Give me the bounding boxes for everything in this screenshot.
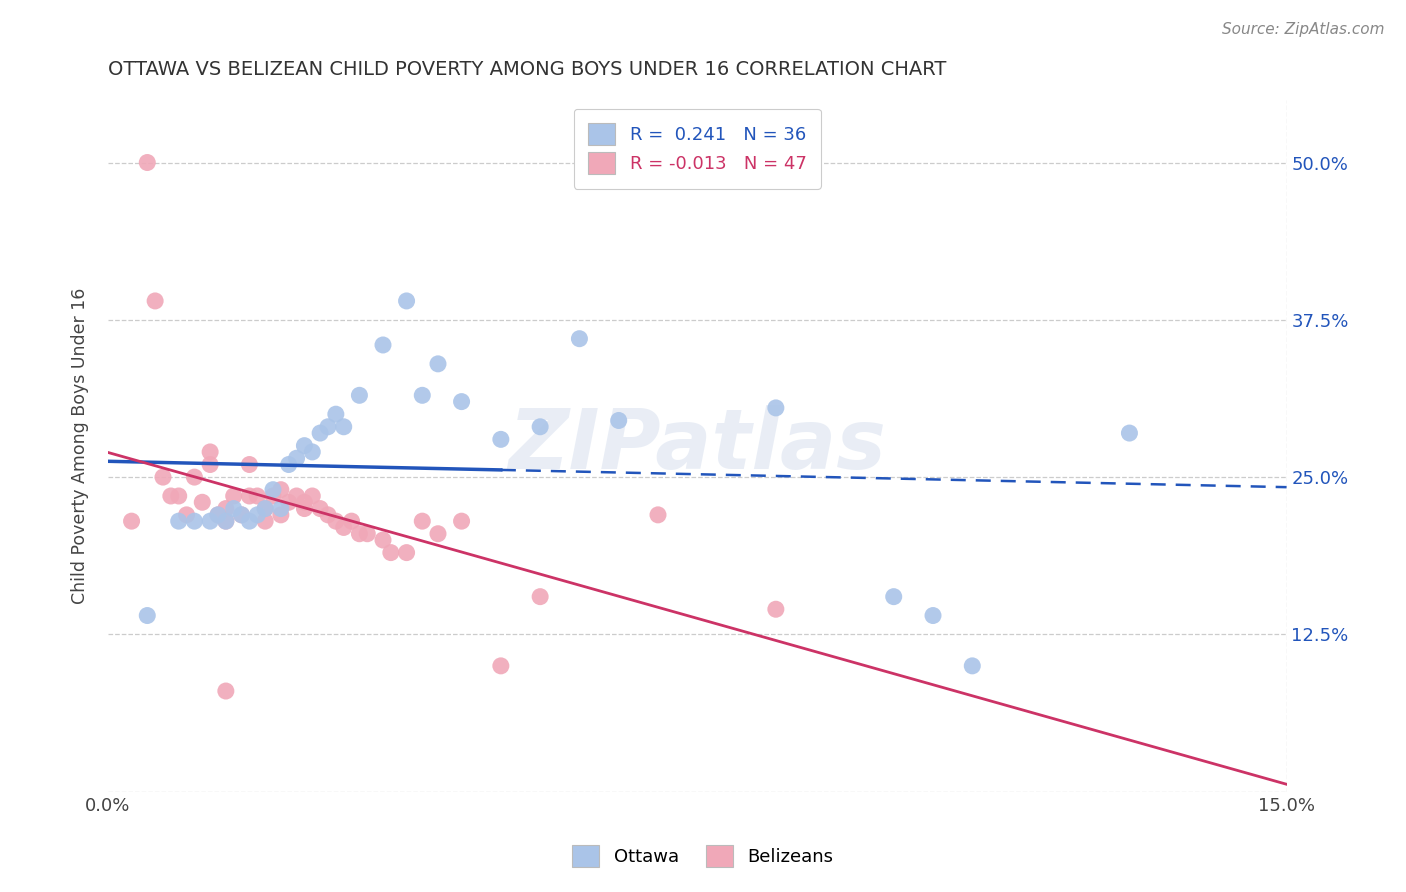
- Point: [325, 514, 347, 528]
- Point: [294, 501, 316, 516]
- Legend: Ottawa, Belizeans: Ottawa, Belizeans: [565, 838, 841, 874]
- Point: [231, 508, 253, 522]
- Point: [198, 445, 221, 459]
- Point: [607, 413, 630, 427]
- Point: [246, 508, 269, 522]
- Point: [262, 489, 284, 503]
- Point: [489, 433, 512, 447]
- Point: [183, 470, 205, 484]
- Point: [395, 546, 418, 560]
- Point: [222, 501, 245, 516]
- Point: [143, 293, 166, 308]
- Point: [270, 501, 292, 516]
- Point: [489, 658, 512, 673]
- Point: [254, 501, 277, 516]
- Point: [198, 514, 221, 528]
- Point: [121, 514, 143, 528]
- Point: [427, 357, 450, 371]
- Point: [215, 501, 238, 516]
- Point: [238, 514, 260, 528]
- Point: [349, 526, 371, 541]
- Point: [427, 526, 450, 541]
- Point: [316, 419, 339, 434]
- Point: [309, 425, 332, 440]
- Point: [765, 602, 787, 616]
- Point: [316, 508, 339, 522]
- Point: [294, 439, 316, 453]
- Point: [922, 608, 945, 623]
- Point: [254, 501, 277, 516]
- Point: [332, 419, 354, 434]
- Point: [270, 483, 292, 497]
- Point: [765, 401, 787, 415]
- Point: [136, 608, 159, 623]
- Point: [231, 508, 253, 522]
- Point: [325, 407, 347, 421]
- Point: [136, 155, 159, 169]
- Legend: R =  0.241   N = 36, R = -0.013   N = 47: R = 0.241 N = 36, R = -0.013 N = 47: [574, 109, 821, 189]
- Point: [349, 388, 371, 402]
- Point: [238, 489, 260, 503]
- Text: OTTAWA VS BELIZEAN CHILD POVERTY AMONG BOYS UNDER 16 CORRELATION CHART: OTTAWA VS BELIZEAN CHILD POVERTY AMONG B…: [108, 60, 946, 78]
- Point: [191, 495, 214, 509]
- Point: [254, 514, 277, 528]
- Point: [371, 338, 394, 352]
- Point: [332, 520, 354, 534]
- Point: [277, 458, 299, 472]
- Point: [198, 458, 221, 472]
- Point: [356, 526, 378, 541]
- Point: [285, 451, 308, 466]
- Point: [183, 514, 205, 528]
- Point: [246, 489, 269, 503]
- Point: [215, 514, 238, 528]
- Point: [238, 458, 260, 472]
- Point: [962, 658, 984, 673]
- Point: [207, 508, 229, 522]
- Point: [215, 514, 238, 528]
- Text: Source: ZipAtlas.com: Source: ZipAtlas.com: [1222, 22, 1385, 37]
- Point: [529, 590, 551, 604]
- Y-axis label: Child Poverty Among Boys Under 16: Child Poverty Among Boys Under 16: [72, 287, 89, 604]
- Point: [262, 483, 284, 497]
- Point: [152, 470, 174, 484]
- Point: [529, 419, 551, 434]
- Point: [222, 489, 245, 503]
- Point: [411, 388, 433, 402]
- Point: [277, 495, 299, 509]
- Text: ZIPatlas: ZIPatlas: [509, 405, 886, 486]
- Point: [215, 684, 238, 698]
- Point: [176, 508, 198, 522]
- Point: [371, 533, 394, 547]
- Point: [167, 489, 190, 503]
- Point: [207, 508, 229, 522]
- Point: [340, 514, 363, 528]
- Point: [411, 514, 433, 528]
- Point: [450, 514, 472, 528]
- Point: [301, 489, 323, 503]
- Point: [380, 546, 402, 560]
- Point: [883, 590, 905, 604]
- Point: [294, 495, 316, 509]
- Point: [270, 508, 292, 522]
- Point: [647, 508, 669, 522]
- Point: [285, 489, 308, 503]
- Point: [568, 332, 591, 346]
- Point: [395, 293, 418, 308]
- Point: [167, 514, 190, 528]
- Point: [1118, 425, 1140, 440]
- Point: [301, 445, 323, 459]
- Point: [309, 501, 332, 516]
- Point: [160, 489, 183, 503]
- Point: [450, 394, 472, 409]
